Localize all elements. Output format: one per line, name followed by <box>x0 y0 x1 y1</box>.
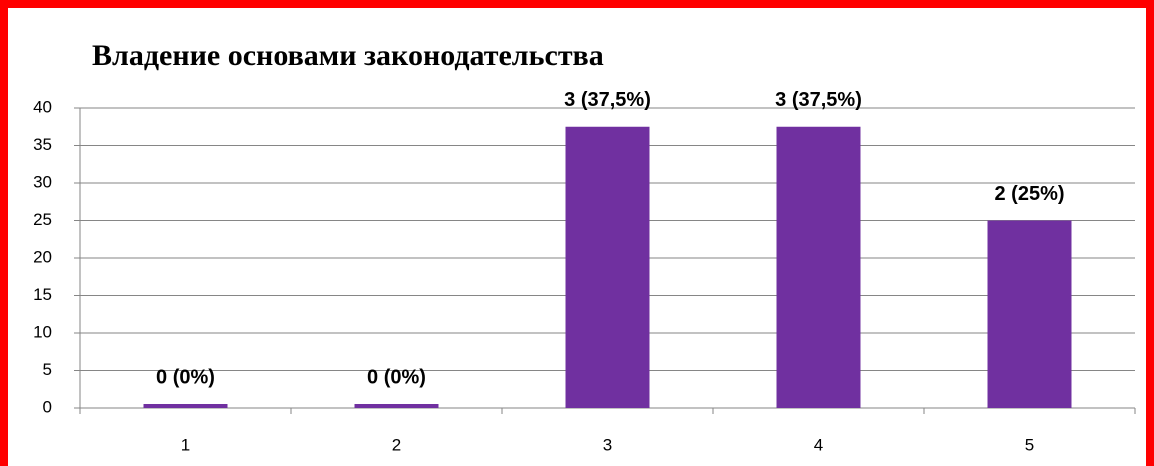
y-tick-label: 40 <box>33 97 52 116</box>
y-tick-label: 25 <box>33 210 52 229</box>
bar <box>987 220 1072 408</box>
y-tick-label: 0 <box>43 397 52 416</box>
x-tick-label: 1 <box>181 435 190 454</box>
x-tick-label: 3 <box>603 435 612 454</box>
bar <box>354 404 439 408</box>
y-tick-label: 10 <box>33 322 52 341</box>
y-tick-label: 35 <box>33 135 52 154</box>
value-label: 2 (25%) <box>994 183 1064 205</box>
y-tick-label: 15 <box>33 285 52 304</box>
value-label: 3 (37,5%) <box>564 89 651 111</box>
bar <box>143 404 228 408</box>
y-tick-label: 5 <box>43 360 52 379</box>
x-tick-label: 2 <box>392 435 401 454</box>
x-tick-label: 4 <box>814 435 823 454</box>
y-tick-label: 30 <box>33 172 52 191</box>
y-tick-label: 20 <box>33 247 52 266</box>
value-label: 3 (37,5%) <box>775 89 862 111</box>
value-label: 0 (0%) <box>156 366 215 388</box>
x-tick-label: 5 <box>1025 435 1034 454</box>
value-label: 0 (0%) <box>367 366 426 388</box>
chart-title: Владение основами законодательства <box>92 39 604 72</box>
bar <box>776 126 861 408</box>
bar <box>565 126 650 408</box>
